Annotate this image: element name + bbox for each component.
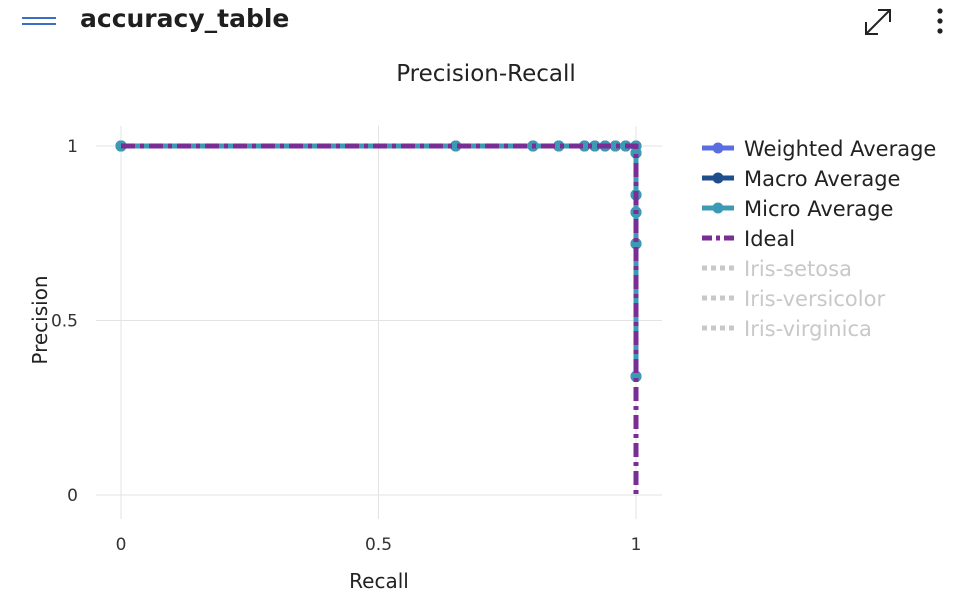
y-tick-label: 1 xyxy=(67,137,78,157)
y-tick-label: 0 xyxy=(67,486,78,506)
hamburger-menu-icon[interactable] xyxy=(22,14,56,28)
legend-marker xyxy=(712,202,724,214)
grid xyxy=(96,126,662,519)
data-point-micro-average xyxy=(553,140,565,152)
chart-title: Precision-Recall xyxy=(396,61,576,87)
data-point-micro-average xyxy=(630,238,642,250)
data-point-micro-average xyxy=(450,140,462,152)
legend-swatch-macro-average[interactable] xyxy=(702,172,734,184)
legend-swatch-micro-average[interactable] xyxy=(702,202,734,214)
legend: Weighted Average Macro Average Micro Avera… xyxy=(702,137,936,341)
y-tick-label: 0.5 xyxy=(51,312,78,332)
legend-marker xyxy=(712,142,724,154)
legend-label-ideal[interactable]: Ideal xyxy=(744,227,795,251)
x-axis-label: Recall xyxy=(349,569,409,593)
y-axis-label: Precision xyxy=(28,275,52,364)
series xyxy=(115,140,642,495)
data-point-micro-average xyxy=(630,370,642,382)
more-options-icon[interactable] xyxy=(928,6,952,36)
legend-label-iris-virginica[interactable]: Iris-virginica xyxy=(744,317,872,341)
x-tick-label: 0.5 xyxy=(365,535,392,555)
data-point-micro-average xyxy=(630,147,642,159)
legend-label-macro-average[interactable]: Macro Average xyxy=(744,167,900,191)
data-point-micro-average xyxy=(609,140,621,152)
panel-title: accuracy_table xyxy=(80,4,290,33)
legend-label-micro-average[interactable]: Micro Average xyxy=(744,197,893,221)
axis-ticks: 0 0.5 1 0 0.5 1 xyxy=(51,137,641,555)
data-point-micro-average xyxy=(589,140,601,152)
expand-icon[interactable] xyxy=(860,4,896,40)
data-point-micro-average xyxy=(579,140,590,152)
legend-label-iris-versicolor[interactable]: Iris-versicolor xyxy=(744,287,885,311)
chart-header: accuracy_table xyxy=(0,0,958,44)
x-tick-label: 0 xyxy=(116,535,127,555)
legend-marker xyxy=(712,172,724,184)
series-line-ideal xyxy=(121,143,639,495)
legend-label-iris-setosa[interactable]: Iris-setosa xyxy=(744,257,852,281)
precision-recall-chart: Precision-Recall 0 0.5 1 0 0.5 1 Recall Preci… xyxy=(28,61,936,593)
legend-swatch-weighted-average[interactable] xyxy=(702,142,734,154)
legend-label-weighted-average[interactable]: Weighted Average xyxy=(744,137,936,161)
x-tick-label: 1 xyxy=(631,535,642,555)
